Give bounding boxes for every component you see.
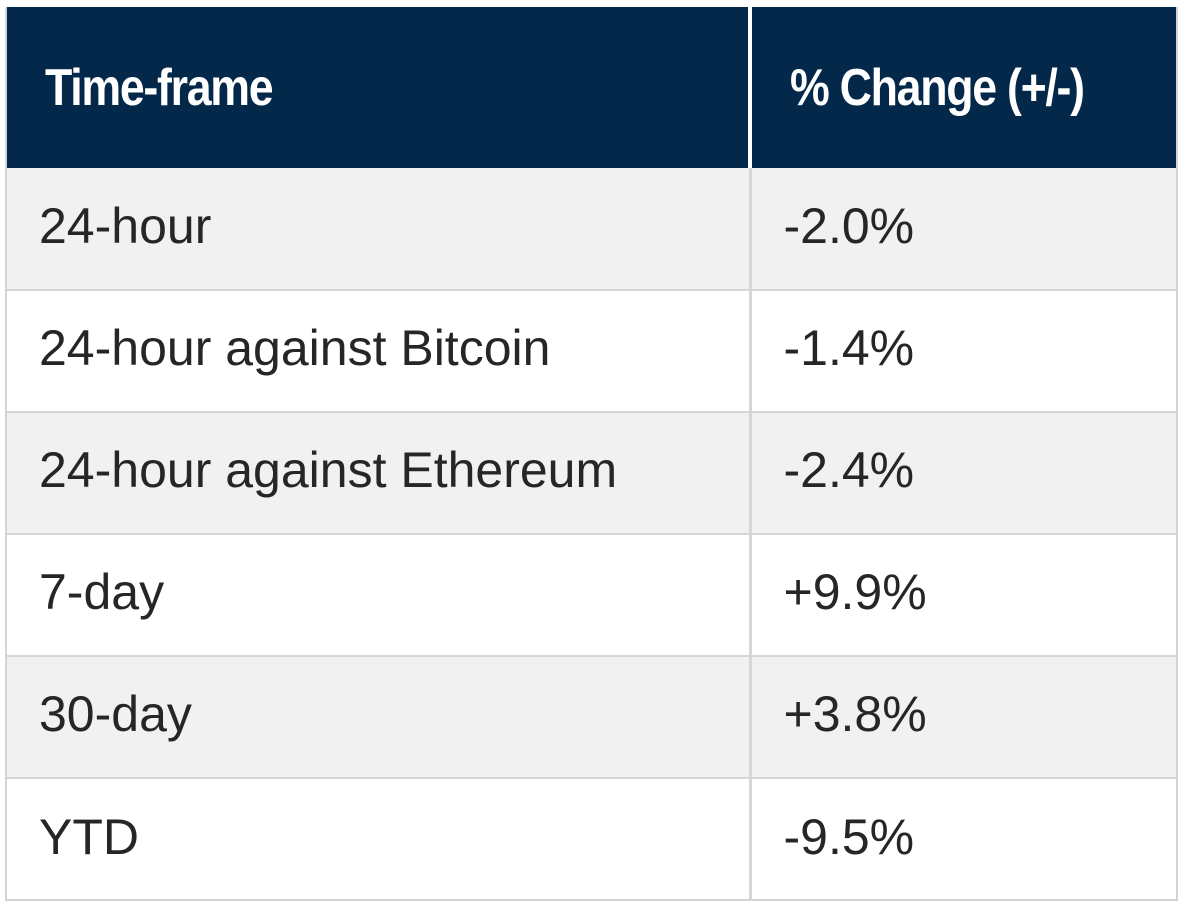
table-row: 24-hour against Ethereum -2.4% [7, 411, 1176, 534]
change-cell: -2.0% [750, 168, 1176, 290]
timeframe-cell: 30-day [7, 655, 752, 778]
column-header-change: % Change (+/-) [750, 7, 1176, 168]
header-row: Time-frame % Change (+/-) [7, 7, 1176, 168]
change-cell: -9.5% [750, 777, 1176, 899]
table-row: 24-hour against Bitcoin -1.4% [7, 289, 1176, 412]
table-row: 7-day +9.9% [7, 533, 1176, 656]
table-body: 24-hour -2.0% 24-hour against Bitcoin -1… [7, 168, 1176, 899]
timeframe-cell: 7-day [7, 533, 752, 656]
change-cell: +3.8% [750, 655, 1176, 778]
table-row: 24-hour -2.0% [7, 168, 1176, 290]
column-header-timeframe-label: Time-frame [45, 58, 274, 117]
timeframe-cell: 24-hour [7, 168, 752, 290]
table-row: YTD -9.5% [7, 777, 1176, 899]
table-row: 30-day +3.8% [7, 655, 1176, 778]
price-change-table: Time-frame % Change (+/-) 24-hour -2.0% … [5, 7, 1178, 901]
change-cell: -2.4% [750, 411, 1176, 534]
column-header-timeframe: Time-frame [7, 7, 752, 168]
timeframe-cell: 24-hour against Ethereum [7, 411, 752, 534]
table-header: Time-frame % Change (+/-) [7, 7, 1176, 168]
change-cell: -1.4% [750, 289, 1176, 412]
timeframe-cell: 24-hour against Bitcoin [7, 289, 752, 412]
change-cell: +9.9% [750, 533, 1176, 656]
column-header-change-label: % Change (+/-) [790, 58, 1085, 117]
timeframe-cell: YTD [7, 777, 752, 899]
price-change-table-grid: Time-frame % Change (+/-) 24-hour -2.0% … [7, 7, 1176, 899]
